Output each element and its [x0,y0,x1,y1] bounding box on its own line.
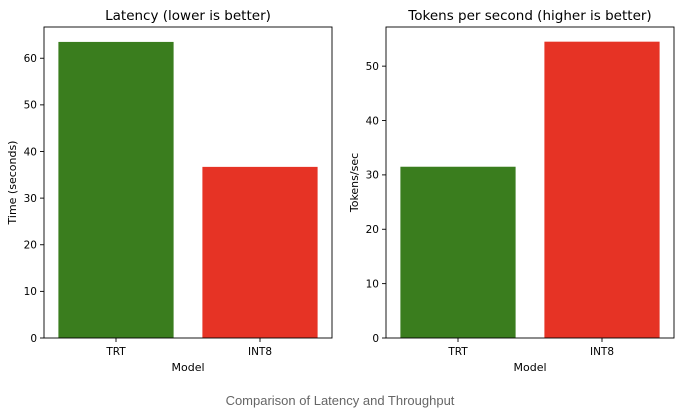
bar-trt [400,166,516,338]
x-axis-label: Model [513,361,546,374]
y-axis-label: Time (seconds) [6,141,19,226]
y-tick-label: 30 [366,170,379,182]
y-tick-label: 20 [366,224,379,236]
y-tick-label: 0 [30,333,37,345]
y-tick-label: 10 [24,286,37,298]
y-tick-label: 10 [366,278,379,290]
y-tick-label: 0 [372,333,379,345]
x-tick-label: TRT [447,346,468,358]
y-tick-label: 50 [24,100,37,112]
y-tick-label: 50 [366,61,379,73]
figure: 0 10 20 30 40 50 60 TRT INT8 Latency (lower is be… [6,8,675,374]
chart-panel-1: 0 10 20 30 40 50 60 TRT INT8 Latency (lower is be… [6,8,333,374]
bar-int8 [202,166,318,338]
chart-title: Tokens per second (higher is better) [407,8,651,24]
y-axis-label: Tokens/sec [348,153,361,213]
x-axis-label: Model [171,361,204,374]
x-tick-label: INT8 [248,346,272,358]
bar-int8 [544,41,660,339]
chart-title: Latency (lower is better) [105,8,271,24]
y-tick-label: 60 [24,53,37,65]
y-tick-label: 20 [24,240,37,252]
x-tick-label: TRT [105,346,126,358]
y-tick-label: 40 [24,146,37,158]
bar-trt [58,41,174,339]
plot-frame [43,26,333,339]
figure-caption: Comparison of Latency and Throughput [225,393,455,408]
y-tick-label: 40 [366,115,379,127]
chart-panel-2: 0 10 20 30 40 50 TRT INT8 Tokens per second (hig… [348,8,675,374]
plot-frame [385,26,675,339]
x-tick-label: INT8 [590,346,614,358]
y-tick-label: 30 [24,193,37,205]
